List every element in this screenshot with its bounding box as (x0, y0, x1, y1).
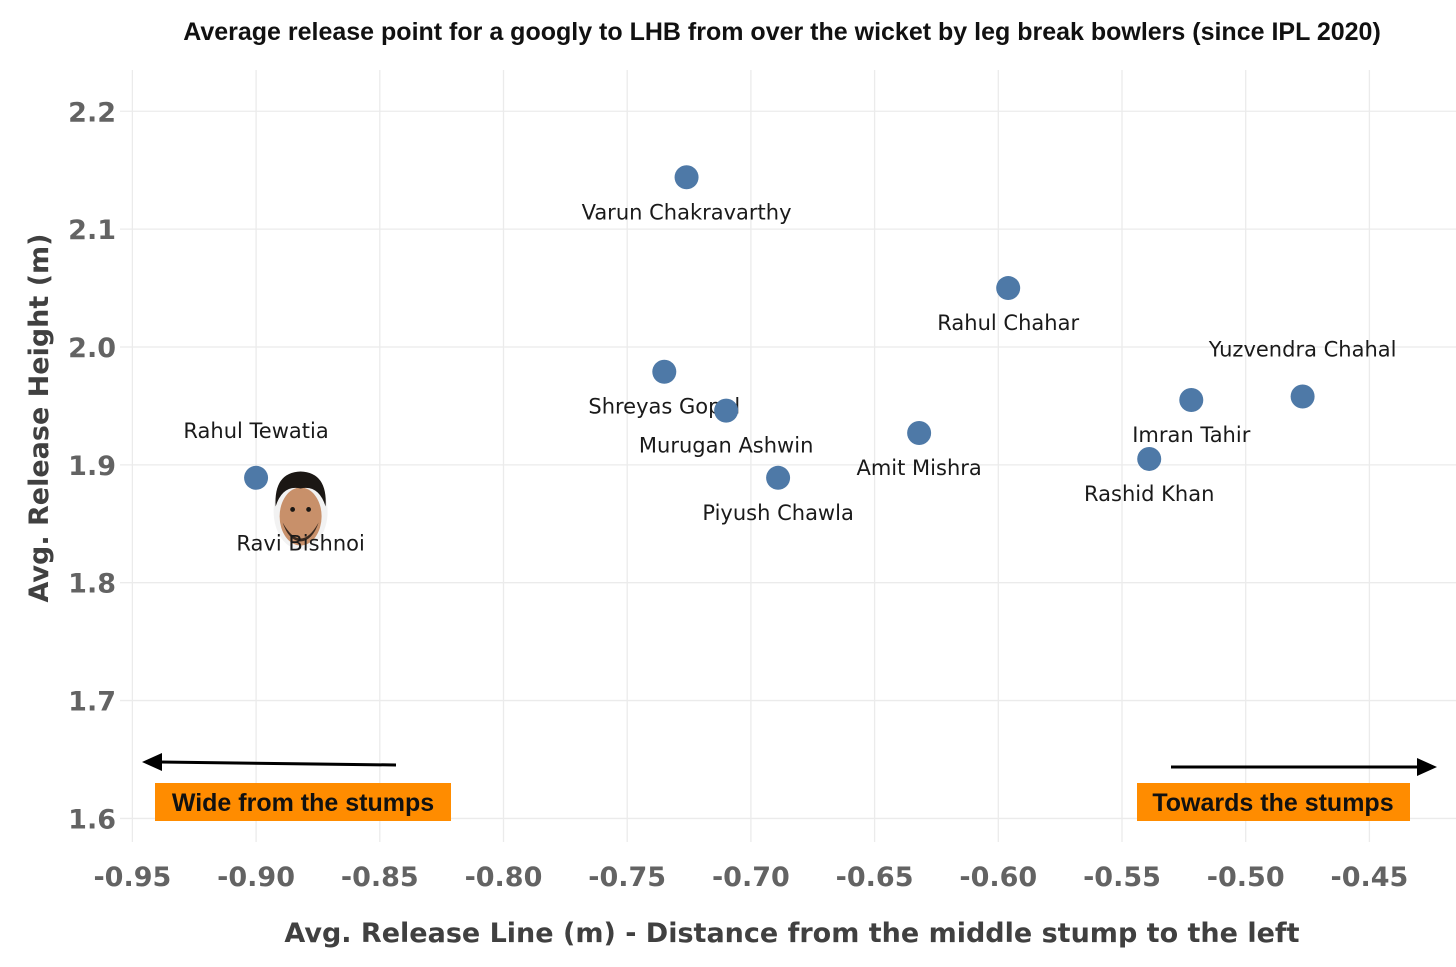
x-tick-label: -0.65 (836, 862, 914, 893)
data-point-label: Rahul Tewatia (183, 419, 328, 443)
player-eye (306, 507, 312, 512)
y-tick-label: 2.1 (68, 215, 116, 246)
player-face (279, 487, 322, 546)
data-point-label: Rahul Chahar (937, 311, 1079, 335)
data-point-label: Amit Mishra (856, 456, 981, 480)
y-axis-label: Avg. Release Height (m) (24, 233, 55, 602)
data-point (674, 165, 699, 190)
data-point (652, 359, 677, 384)
x-tick-label: -0.85 (341, 862, 419, 893)
x-tick-label: -0.90 (217, 862, 295, 893)
data-point (714, 398, 739, 423)
arrow-left-icon (142, 753, 162, 771)
data-point-label: Yuzvendra Chahal (1208, 337, 1397, 361)
arrow-line (159, 760, 397, 767)
x-tick-label: -0.50 (1207, 862, 1285, 893)
data-point-label: Rashid Khan (1084, 482, 1214, 506)
player-eye (290, 507, 296, 512)
annotation-text: Towards the stumps (1152, 789, 1393, 817)
data-point (1137, 446, 1162, 471)
arrow-right-icon (1417, 758, 1437, 776)
data-point-label: Murugan Ashwin (639, 434, 814, 458)
towards-annotation: Towards the stumps (1137, 758, 1437, 821)
data-point (1179, 388, 1204, 413)
direction-annotations: Wide from the stumps Towards the stumps (142, 753, 1437, 821)
chart-title: Average release point for a googly to LH… (183, 18, 1381, 46)
data-point-label: Varun Chakravarthy (582, 200, 792, 224)
wide-annotation: Wide from the stumps (142, 753, 451, 821)
y-tick-label: 2.0 (68, 333, 116, 364)
player-hair (275, 471, 326, 507)
player-photo-marker (273, 471, 328, 550)
x-tick-label: -0.70 (712, 862, 790, 893)
data-point (1290, 384, 1315, 409)
data-point (244, 465, 269, 490)
y-tick-label: 1.8 (68, 569, 116, 600)
x-axis-label: Avg. Release Line (m) - Distance from th… (284, 918, 1299, 949)
axis-ticks: -0.95 -0.90 -0.85 -0.80 -0.75 -0.70 -0.65 -0.60… (68, 97, 1408, 893)
data-point-label: Ravi Bishnoi (236, 531, 364, 555)
x-tick-label: -0.95 (93, 862, 171, 893)
y-tick-label: 1.7 (68, 687, 116, 718)
data-point (996, 276, 1021, 301)
player-beard (282, 522, 319, 542)
y-tick-label: 1.9 (68, 451, 116, 482)
x-tick-label: -0.80 (465, 862, 543, 893)
x-tick-label: -0.55 (1083, 862, 1161, 893)
y-tick-label: 1.6 (68, 804, 116, 835)
data-point-label: Piyush Chawla (702, 501, 853, 525)
annotation-box (155, 783, 451, 821)
x-tick-label: -0.75 (588, 862, 666, 893)
x-tick-label: -0.45 (1330, 862, 1408, 893)
data-point (766, 465, 791, 490)
data-point (907, 421, 932, 446)
annotation-box (1137, 783, 1410, 821)
data-point-label: Imran Tahir (1132, 423, 1251, 447)
y-tick-label: 2.2 (68, 97, 116, 128)
x-tick-label: -0.60 (959, 862, 1037, 893)
annotation-text: Wide from the stumps (172, 789, 434, 817)
